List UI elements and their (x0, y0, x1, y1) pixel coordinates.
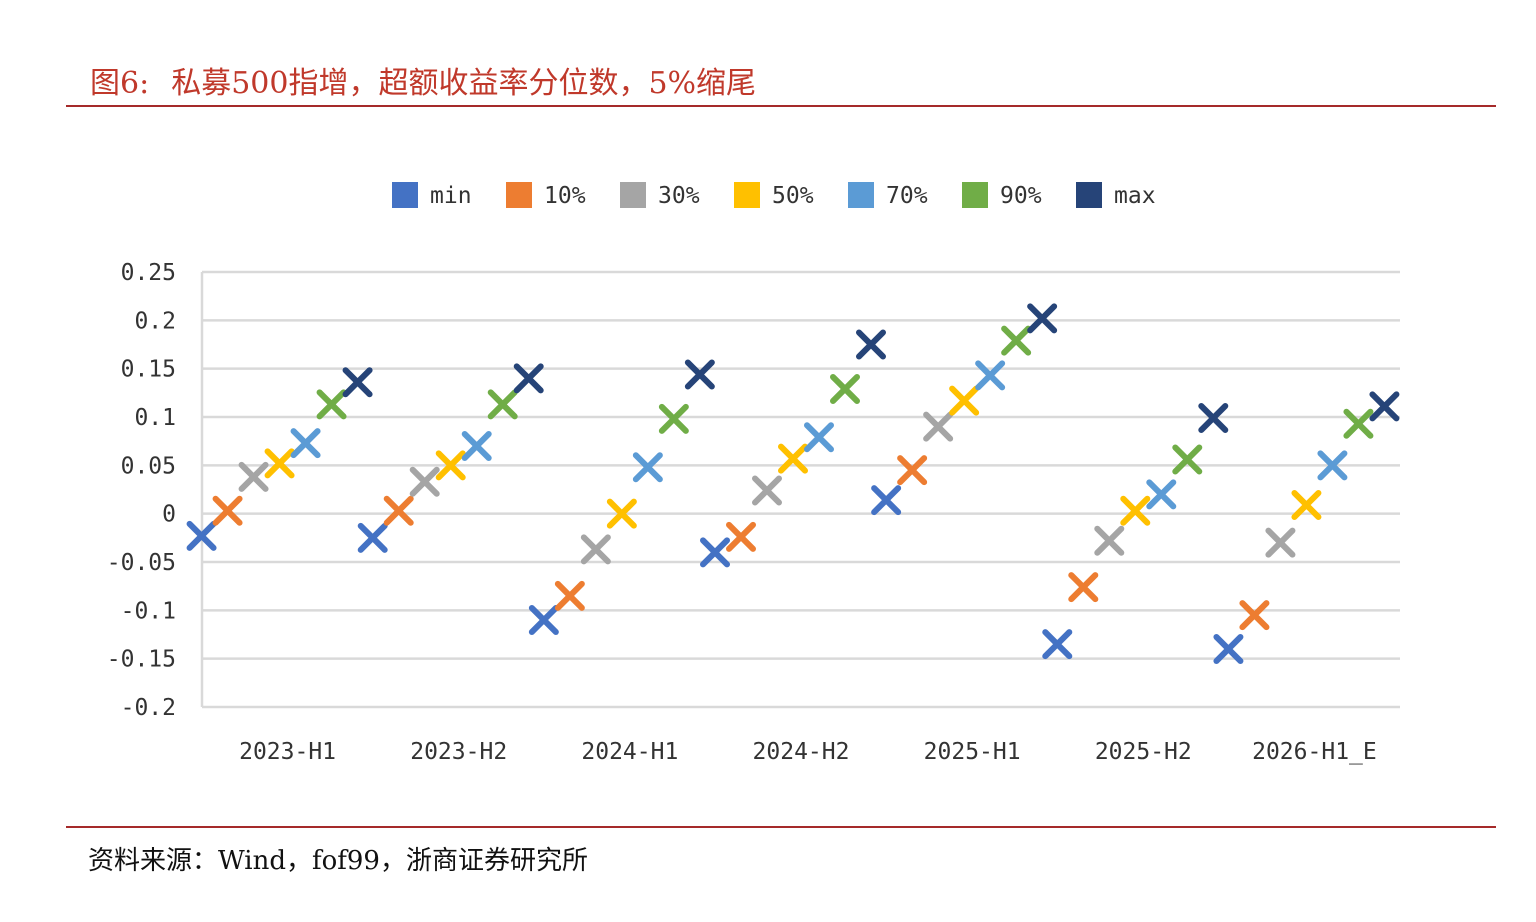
data-point-70pct (1317, 450, 1348, 481)
y-tick-label: 0.15 (121, 357, 176, 383)
data-point-min (1042, 629, 1073, 660)
y-tick-label: 0.25 (121, 260, 176, 286)
data-point-90pct (1343, 408, 1374, 439)
y-tick-label: -0.05 (107, 550, 176, 576)
data-point-10pct (554, 580, 585, 611)
data-point-50pct (264, 448, 295, 479)
legend-swatch (620, 182, 646, 208)
x-tick-label: 2024-H1 (581, 739, 678, 765)
data-point-90pct (487, 389, 518, 420)
legend-swatch (506, 182, 532, 208)
data-point-10pct (1068, 572, 1099, 603)
y-tick-label: -0.15 (107, 647, 176, 673)
y-tick-label: 0.05 (121, 453, 176, 479)
data-point-max (1027, 303, 1058, 334)
data-point-max (513, 363, 544, 394)
data-point-50pct (435, 450, 466, 481)
data-marks (186, 303, 1400, 664)
data-point-min (186, 520, 217, 551)
source-note: 资料来源：Wind，fof99，浙商证券研究所 (88, 846, 588, 876)
y-tick-label: 0.1 (134, 405, 176, 431)
data-point-max (342, 367, 373, 398)
legend-item-70pct: 70% (848, 182, 928, 209)
figure-title-text: 私募500指增，超额收益率分位数，5%缩尾 (171, 66, 757, 101)
data-point-10pct (383, 495, 414, 526)
data-point-90pct (1001, 325, 1032, 356)
x-tick-label: 2025-H2 (1095, 739, 1192, 765)
data-point-10pct (726, 521, 756, 552)
legend-item-10pct: 10% (506, 182, 586, 209)
y-tick-label: 0.2 (134, 308, 176, 334)
data-point-70pct (1146, 479, 1177, 510)
y-tick-label: -0.2 (121, 695, 176, 721)
data-point-90pct (316, 389, 347, 420)
data-point-50pct (949, 385, 980, 416)
data-point-70pct (632, 452, 663, 483)
x-tick-label: 2023-H2 (410, 739, 507, 765)
data-point-30pct (238, 461, 269, 492)
legend-item-max: max (1076, 182, 1156, 209)
data-point-50pct (606, 498, 637, 529)
data-point-70pct (290, 428, 321, 459)
x-tick-label: 2026-H1_E (1252, 739, 1377, 765)
legend-label: 90% (1000, 183, 1042, 209)
data-point-90pct (830, 373, 860, 404)
data-point-30pct (580, 534, 611, 565)
legend-item-30pct: 30% (620, 182, 700, 209)
gridlines (202, 270, 1400, 709)
title-divider (66, 105, 1496, 107)
x-axis: 2023-H1 2023-H2 2024-H1 2024-H2 2025-H1 2025-… (239, 739, 1377, 765)
legend-label: min (430, 183, 472, 209)
data-point-max (856, 329, 886, 360)
data-point-30pct (923, 411, 954, 442)
figure-label: 图6: (90, 66, 150, 101)
legend-label: 50% (772, 183, 814, 209)
x-tick-label: 2023-H1 (239, 739, 336, 765)
legend-item-50pct: 50% (734, 182, 814, 209)
data-point-max (1369, 391, 1400, 422)
legend-label: 70% (886, 183, 928, 209)
data-point-90pct (658, 403, 689, 434)
y-tick-label: 0 (162, 502, 176, 528)
data-point-70pct (804, 422, 834, 453)
data-point-10pct (212, 495, 243, 526)
legend-item-min: min (392, 182, 472, 209)
data-point-min (700, 537, 730, 568)
data-point-70pct (461, 431, 492, 461)
x-tick-label: 2025-H1 (924, 739, 1021, 765)
legend-item-90pct: 90% (962, 182, 1042, 209)
data-point-min (1213, 634, 1244, 664)
legend-swatch (392, 182, 418, 208)
data-point-30pct (1094, 525, 1125, 556)
legend-swatch (962, 182, 988, 208)
legend-swatch (848, 182, 874, 208)
legend-swatch (734, 182, 760, 208)
data-point-70pct (975, 360, 1006, 391)
data-point-50pct (1120, 495, 1151, 526)
legend-label: 10% (544, 183, 586, 209)
data-point-10pct (897, 455, 928, 486)
y-tick-label: -0.1 (121, 598, 176, 624)
legend-swatch (1076, 182, 1102, 208)
data-point-10pct (1239, 600, 1270, 631)
data-point-90pct (1172, 444, 1203, 475)
chart-legend: min 10% 30% 50% 70% 90% max (392, 182, 1156, 209)
data-point-50pct (778, 443, 808, 474)
legend-label: 30% (658, 183, 700, 209)
figure-title: 图6: 私募500指增，超额收益率分位数，5%缩尾 (90, 58, 756, 102)
data-point-min (357, 522, 388, 553)
legend-label: max (1114, 183, 1156, 209)
data-point-30pct (1265, 527, 1296, 558)
x-tick-label: 2024-H2 (753, 739, 850, 765)
data-point-50pct (1291, 489, 1322, 520)
source-divider (66, 826, 1496, 828)
data-point-30pct (752, 475, 782, 506)
data-point-max (1198, 402, 1229, 433)
data-point-min (871, 485, 902, 516)
data-point-min (528, 605, 559, 635)
data-point-30pct (409, 466, 440, 497)
y-axis: 0.25 0.2 0.15 0.1 0.05 0 -0.05 -0.1 -0.15 -0.2 (107, 260, 204, 721)
data-point-max (684, 359, 715, 390)
